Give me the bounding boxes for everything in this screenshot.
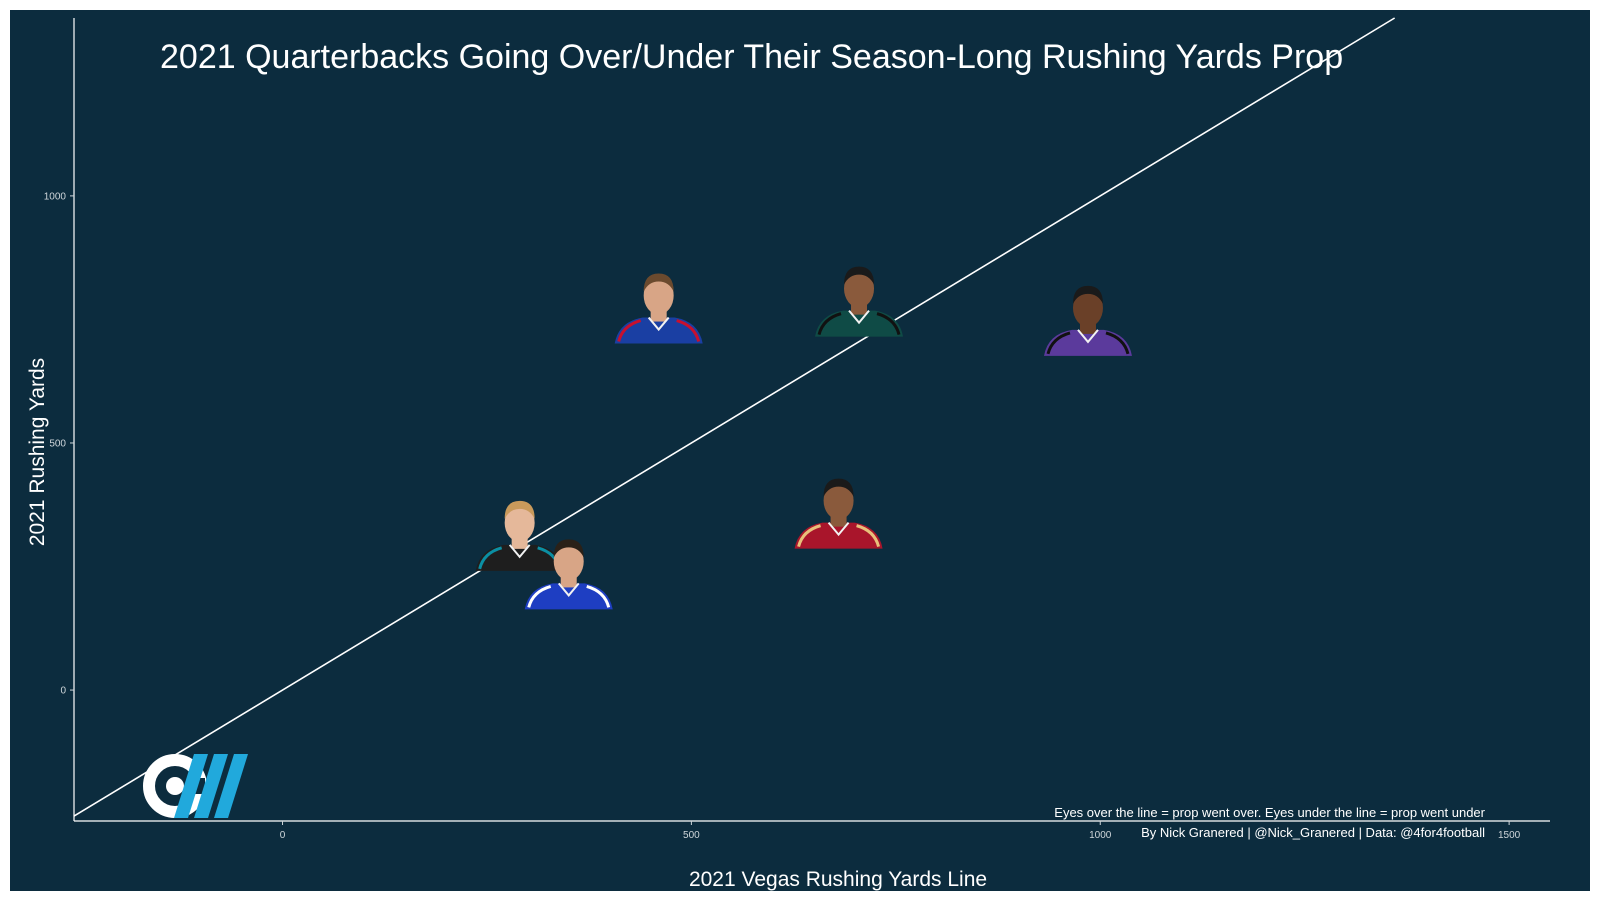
jersey-trim bbox=[586, 584, 611, 608]
hair-shape bbox=[1072, 285, 1103, 304]
x-tick-label: 1500 bbox=[1498, 830, 1521, 841]
y-tick-label: 0 bbox=[60, 686, 66, 697]
x-tick-label: 500 bbox=[683, 830, 700, 841]
hair-shape bbox=[844, 266, 875, 285]
hair-shape bbox=[643, 273, 674, 292]
head-shape bbox=[844, 269, 875, 308]
collar-shape bbox=[508, 544, 531, 559]
scatter-plot: 0 500 1000 1500 0 500 1000 bbox=[44, 17, 1550, 841]
caption-credit: By Nick Granered | @Nick_Granered | Data… bbox=[1141, 825, 1485, 840]
caption-explanation: Eyes over the line = prop went over. Eye… bbox=[1054, 805, 1485, 820]
point-headshot bbox=[524, 539, 613, 610]
head-shape bbox=[823, 481, 854, 520]
collar-shape bbox=[827, 521, 850, 537]
jersey-trim bbox=[478, 546, 503, 570]
hair-shape bbox=[504, 500, 535, 519]
collar-shape bbox=[647, 316, 670, 332]
jersey-trim bbox=[1046, 331, 1071, 355]
collar-shape bbox=[1077, 329, 1099, 344]
point-headshot bbox=[614, 273, 703, 344]
head-shape bbox=[553, 542, 584, 581]
chart-title: 2021 Quarterbacks Going Over/Under Their… bbox=[160, 38, 1344, 76]
points-group bbox=[475, 266, 1132, 610]
jersey-trim bbox=[1105, 331, 1130, 355]
4for4-logo bbox=[143, 754, 248, 818]
head-shape bbox=[643, 276, 674, 315]
collar-shape bbox=[848, 309, 870, 325]
jersey-trim bbox=[527, 584, 552, 608]
y-axis-label: 2021 Rushing Yards bbox=[26, 357, 49, 547]
point-headshot bbox=[815, 266, 904, 337]
jersey-trim bbox=[876, 312, 901, 336]
jersey-trim bbox=[797, 524, 822, 548]
point-headshot bbox=[794, 478, 883, 549]
jersey-trim bbox=[856, 524, 881, 548]
reference-line-group bbox=[73, 17, 1396, 817]
head-shape bbox=[1072, 288, 1103, 327]
y-tick-label: 1000 bbox=[44, 191, 67, 202]
point-headshot bbox=[1043, 285, 1132, 356]
axes: 0 500 1000 1500 0 500 1000 bbox=[44, 18, 1550, 841]
collar-shape bbox=[557, 582, 580, 597]
chart-panel: 0 500 1000 1500 0 500 1000 2021 Quarterbacks G… bbox=[10, 10, 1590, 891]
y-tick-label: 500 bbox=[49, 438, 66, 449]
hair-shape bbox=[553, 539, 584, 558]
reference-line bbox=[73, 17, 1396, 817]
x-tick-label: 1000 bbox=[1089, 830, 1112, 841]
x-axis-label: 2021 Vegas Rushing Yards Line bbox=[688, 868, 988, 891]
x-tick-label: 0 bbox=[280, 830, 286, 841]
point-headshot bbox=[475, 500, 564, 571]
jersey-trim bbox=[617, 319, 642, 342]
jersey-trim bbox=[817, 312, 842, 336]
jersey-trim bbox=[676, 319, 701, 342]
head-shape bbox=[504, 503, 535, 542]
hair-shape bbox=[823, 478, 854, 497]
